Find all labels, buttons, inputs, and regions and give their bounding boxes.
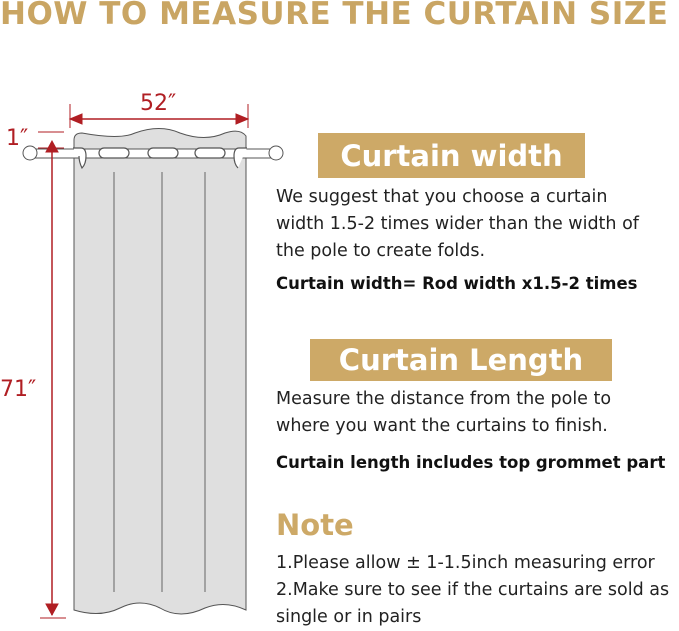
grommets	[73, 147, 247, 170]
dimension-lines	[38, 104, 250, 619]
curtain-diagram	[22, 104, 284, 619]
curtain-panel	[73, 128, 247, 615]
top-dimension-label: 1″	[6, 126, 29, 151]
curtain-width-heading: Curtain width	[318, 133, 585, 178]
curtain-length-text: Measure the distance from the pole to wh…	[276, 389, 612, 436]
curtain-width-text: We suggest that you choose a curtain wid…	[276, 187, 639, 261]
note-heading: Note	[276, 508, 354, 542]
note-item: 2.Make sure to see if the curtains are s…	[276, 580, 670, 627]
page-title: HOW TO MEASURE THE CURTAIN SIZE	[0, 0, 669, 32]
curtain-length-heading: Curtain Length	[310, 339, 612, 381]
width-dimension-label: 52″	[140, 91, 177, 116]
curtain-width-formula: Curtain width= Rod width x1.5-2 times	[276, 274, 638, 293]
length-dimension-label: 71″	[0, 377, 37, 402]
curtain-length-formula: Curtain length includes top grommet part	[276, 453, 666, 472]
fold-lines	[113, 172, 206, 592]
note-item: 1.Please allow ± 1-1.5inch measuring err…	[276, 553, 655, 573]
